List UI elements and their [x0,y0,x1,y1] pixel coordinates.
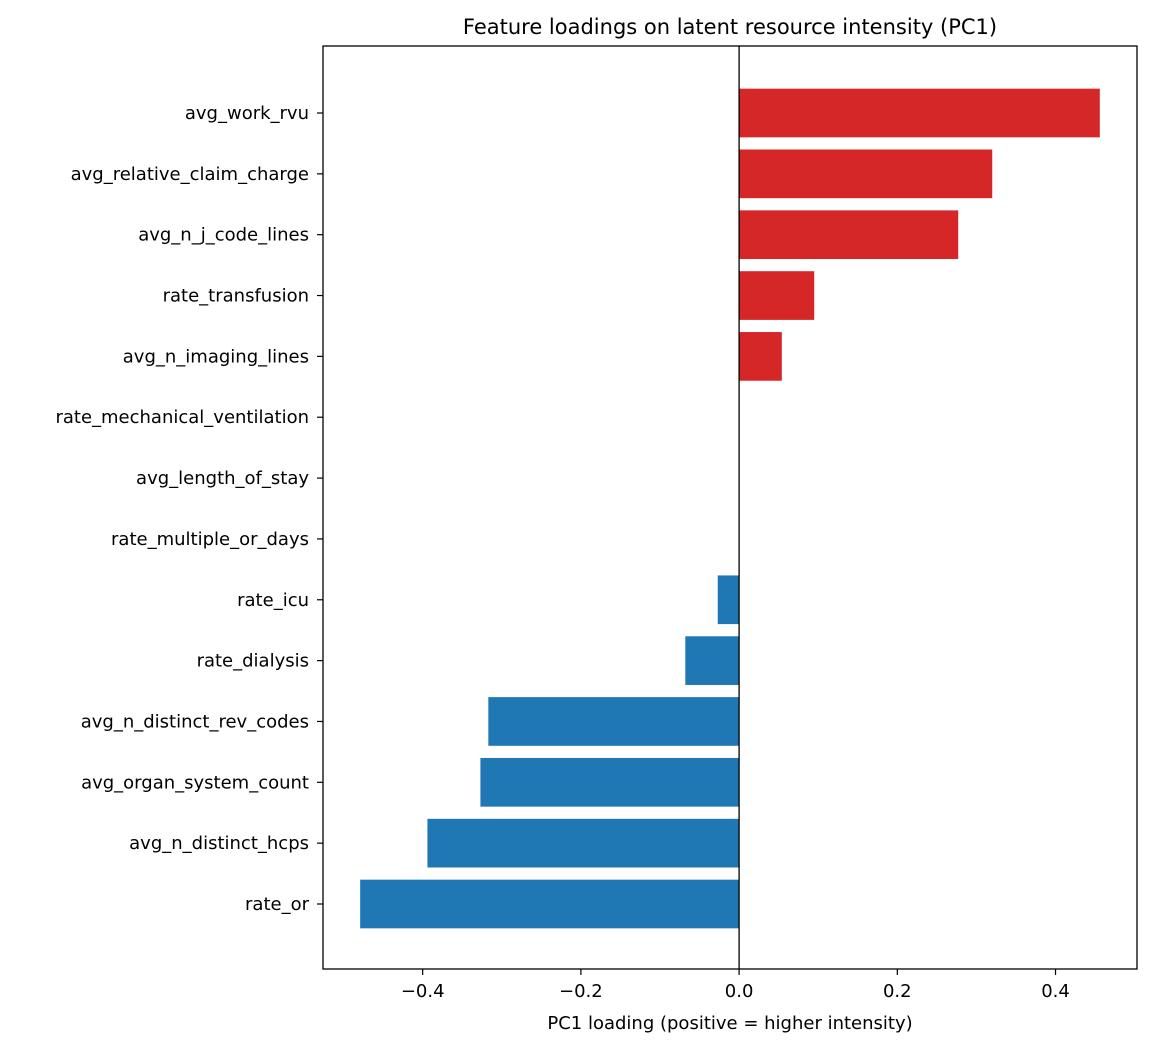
bar-avg_organ_system_count [480,757,740,807]
y-tick-label: avg_organ_system_count [81,772,309,793]
bar-avg_n_distinct_hcps [427,818,740,868]
y-tick-label: avg_work_rvu [185,103,309,124]
chart-title: Feature loadings on latent resource inte… [463,15,997,39]
x-tick-label: −0.4 [401,981,445,1002]
plot-frame [322,45,1138,970]
y-tick-label: avg_n_j_code_lines [138,225,309,246]
bar-rate_icu [717,575,740,625]
bar-rate_transfusion [739,271,815,320]
x-tick-label: 0.2 [883,981,912,1002]
y-tick-label: avg_n_distinct_rev_codes [81,711,309,732]
y-tick-label: rate_icu [237,590,309,611]
x-tick-label: −0.2 [559,981,603,1002]
y-tick-label: rate_dialysis [197,651,309,672]
y-tick-label: rate_mechanical_ventilation [55,407,309,428]
y-tick-label: rate_multiple_or_days [111,529,309,550]
y-tick-label: avg_relative_claim_charge [71,164,309,185]
y-tick-label: avg_n_imaging_lines [123,346,309,367]
y-tick-label: rate_transfusion [163,286,309,307]
x-tick-label: 0.0 [725,981,754,1002]
x-tick-label: 0.4 [1041,981,1070,1002]
y-tick-label: avg_n_distinct_hcps [129,833,309,854]
x-axis-label: PC1 loading (positive = higher intensity… [547,1013,912,1034]
y-tick-label: avg_length_of_stay [136,468,309,489]
bar-avg_n_distinct_rev_codes [488,697,740,746]
bar-rate_dialysis [685,636,740,685]
y-tick-label: rate_or [245,894,310,915]
bar-avg_n_imaging_lines [739,332,782,381]
bar-avg_work_rvu [739,88,1100,138]
bar-rate_or [360,879,740,929]
bar-avg_n_j_code_lines [739,210,959,260]
bar-avg_relative_claim_charge [739,149,993,199]
